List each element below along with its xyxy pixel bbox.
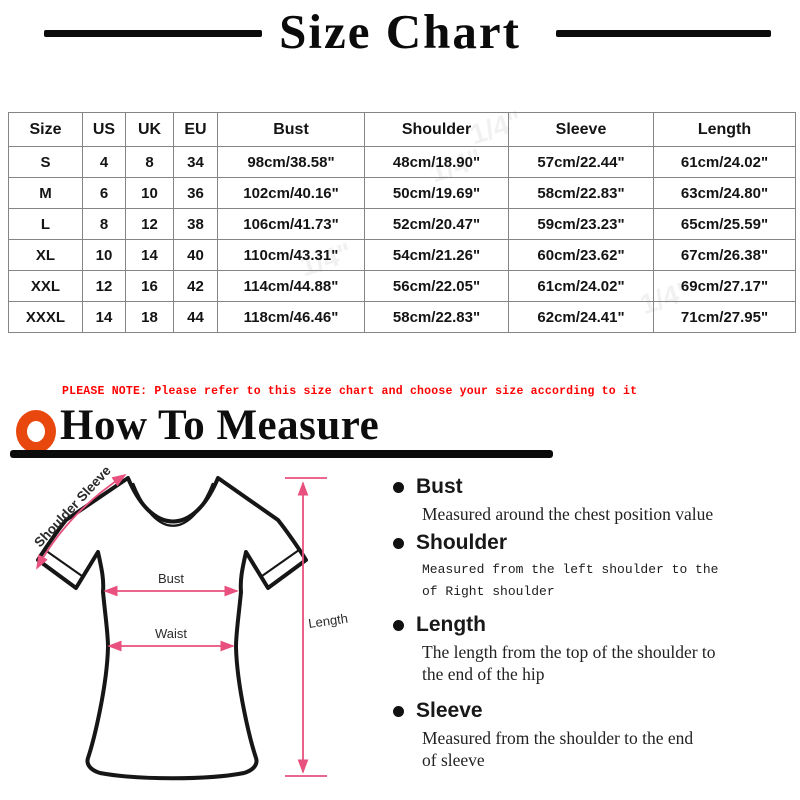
table-cell: 38 (173, 208, 218, 240)
column-header-shoulder: Shoulder (364, 112, 509, 147)
waist-label: Waist (155, 626, 187, 641)
measure-description: The length from the top of the shoulder … (422, 642, 716, 684)
table-row-l: L 8 12 38 106cm/41.73" 52cm/20.47" 59cm/23.23"… (8, 208, 796, 240)
table-cell: 14 (125, 239, 174, 271)
table-cell: L (8, 208, 83, 240)
column-header-size: Size (8, 112, 83, 147)
measure-description: Measured from the shoulder to the end of … (422, 728, 694, 770)
table-cell: 14 (82, 301, 126, 333)
table-cell: XXXL (8, 301, 83, 333)
table-cell: 54cm/21.26" (364, 239, 509, 271)
table-cell: 12 (82, 270, 126, 302)
measure-guide-item-length: Length The length from the top of the sho… (393, 612, 800, 685)
length-label: Length (307, 611, 348, 631)
table-cell: 61cm/24.02" (653, 146, 796, 178)
ring-bullet-icon (16, 410, 56, 453)
table-row-xxxl: XXXL 14 18 44 118cm/46.46" 58cm/22.83" 62cm/24… (8, 301, 796, 333)
table-cell: 69cm/27.17" (653, 270, 796, 302)
table-cell: 44 (173, 301, 218, 333)
table-cell: 67cm/26.38" (653, 239, 796, 271)
title-rule-left (44, 30, 262, 37)
bullet-icon (393, 481, 404, 493)
table-row-s: S 4 8 34 98cm/38.58" 48cm/18.90" 57cm/22.44" 61… (8, 146, 796, 178)
header: Size Chart (0, 2, 800, 64)
table-cell: 40 (173, 239, 218, 271)
table-cell: 63cm/24.80" (653, 177, 796, 209)
table-cell: 10 (125, 177, 174, 209)
measure-term: Length (416, 613, 486, 636)
table-cell: 42 (173, 270, 218, 302)
measure-guide-item-sleeve: Sleeve Measured from the shoulder to the … (393, 698, 800, 771)
table-cell: M (8, 177, 83, 209)
table-cell: 71cm/27.95" (653, 301, 796, 333)
column-header-bust: Bust (217, 112, 365, 147)
measure-guide-head: Bust (393, 474, 800, 500)
size-table-section: Size US UK EU Bust Shoulder Sleeve Length S 4 8 34… (8, 112, 796, 333)
bust-label: Bust (158, 571, 184, 586)
page-title: Size Chart (279, 4, 521, 59)
table-cell: 10 (82, 239, 126, 271)
measure-guide-head: Sleeve (393, 698, 800, 724)
table-cell: 34 (173, 146, 218, 178)
bullet-icon (393, 705, 404, 717)
table-cell: 50cm/19.69" (364, 177, 509, 209)
table-cell: 12 (125, 208, 174, 240)
table-cell: 58cm/22.83" (364, 301, 509, 333)
heading-underline (10, 450, 553, 458)
measure-term: Shoulder (416, 531, 508, 554)
column-header-eu: EU (173, 112, 218, 147)
table-cell: 18 (125, 301, 174, 333)
measure-description: Measured from the left shoulder to the of… (422, 562, 719, 599)
table-cell: S (8, 146, 83, 178)
size-table: Size US UK EU Bust Shoulder Sleeve Length S 4 8 34… (8, 112, 796, 333)
table-cell: 98cm/38.58" (217, 146, 365, 178)
bullet-icon (393, 537, 404, 549)
right-cuff-line (261, 549, 300, 577)
table-cell: 56cm/22.05" (364, 270, 509, 302)
table-cell: 59cm/23.23" (508, 208, 654, 240)
how-to-measure-heading: How To Measure (60, 402, 380, 449)
measure-guide-item-bust: Bust Measured around the chest position v… (393, 474, 800, 525)
table-cell: 52cm/20.47" (364, 208, 509, 240)
column-header-uk: UK (125, 112, 174, 147)
please-note-text: PLEASE NOTE: Please refer to this size c… (62, 385, 638, 398)
table-cell: 48cm/18.90" (364, 146, 509, 178)
size-table-body: S 4 8 34 98cm/38.58" 48cm/18.90" 57cm/22.44" 61… (8, 146, 796, 333)
measure-guide-item-shoulder: Shoulder Measured from the left shoulder … (393, 530, 800, 603)
tshirt-measure-diagram: Shoulder Sleeve Bust Waist Length (31, 463, 349, 781)
table-cell: 114cm/44.88" (217, 270, 365, 302)
measure-guide-head: Length (393, 612, 800, 638)
table-cell: 118cm/46.46" (217, 301, 365, 333)
table-cell: XL (8, 239, 83, 271)
title-rule-right (556, 30, 771, 37)
table-cell: 4 (82, 146, 126, 178)
measure-description: Measured around the chest position value (422, 504, 714, 524)
column-header-length: Length (653, 112, 796, 147)
size-table-header-row: Size US UK EU Bust Shoulder Sleeve Length (8, 112, 796, 147)
collar-inner-line (131, 482, 215, 527)
measure-term: Bust (416, 475, 463, 498)
table-cell: 65cm/25.59" (653, 208, 796, 240)
table-cell: 16 (125, 270, 174, 302)
table-cell: 58cm/22.83" (508, 177, 654, 209)
table-cell: 106cm/41.73" (217, 208, 365, 240)
table-cell: 36 (173, 177, 218, 209)
table-cell: 6 (82, 177, 126, 209)
shoulder-sleeve-arrow (36, 474, 127, 570)
bullet-icon (393, 619, 404, 631)
table-cell: 62cm/24.41" (508, 301, 654, 333)
table-row-xxl: XXL 12 16 42 114cm/44.88" 56cm/22.05" 61cm/24.… (8, 270, 796, 302)
measure-guide-list: Bust Measured around the chest position v… (393, 0, 800, 800)
column-header-sleeve: Sleeve (508, 112, 654, 147)
table-cell: 8 (82, 208, 126, 240)
table-cell: 8 (125, 146, 174, 178)
column-header-us: US (82, 112, 126, 147)
table-cell: XXL (8, 270, 83, 302)
table-cell: 102cm/40.16" (217, 177, 365, 209)
measure-guide-head: Shoulder (393, 530, 800, 556)
table-cell: 110cm/43.31" (217, 239, 365, 271)
measure-term: Sleeve (416, 699, 483, 722)
